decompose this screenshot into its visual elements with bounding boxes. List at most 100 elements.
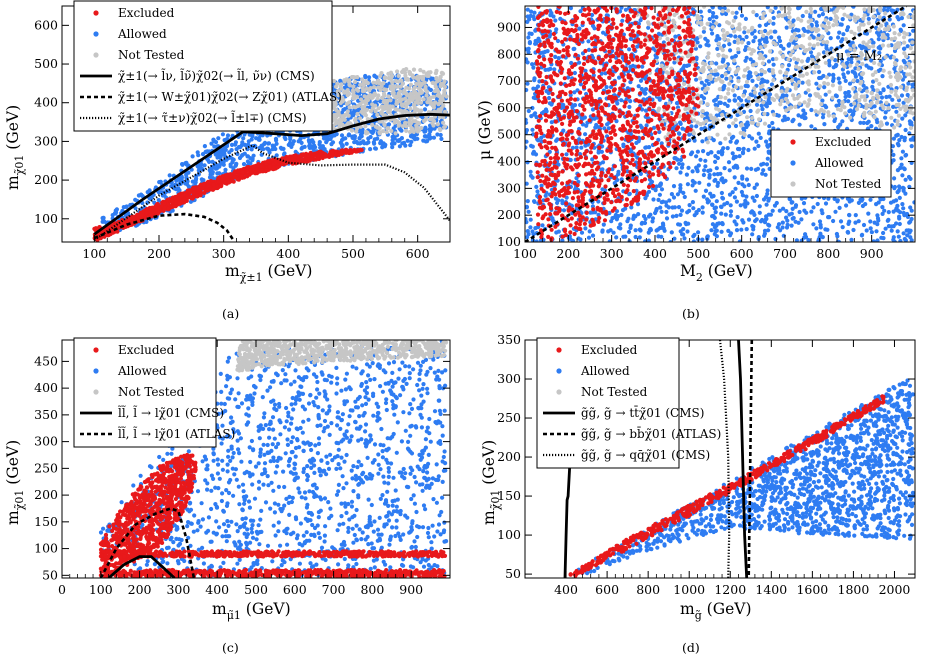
excluded-points-a-point bbox=[239, 174, 244, 179]
allowed-points-b-point bbox=[880, 74, 885, 79]
not-tested-points-a-point bbox=[340, 95, 345, 100]
not-tested-points-a-point bbox=[334, 97, 339, 102]
allowed-points-b-point bbox=[713, 210, 718, 215]
allowed-points-a-point bbox=[179, 175, 184, 180]
not-tested-points-a-point bbox=[333, 102, 338, 107]
not-tested-points-a-point bbox=[420, 81, 425, 87]
x-tick-label-a: 400 bbox=[276, 246, 300, 261]
allowed-points-a-point bbox=[221, 160, 226, 165]
allowed-points-b-point bbox=[746, 41, 751, 46]
not-tested-points-a-point bbox=[388, 98, 393, 103]
allowed-points-b-point bbox=[742, 30, 747, 35]
allowed-points-b-point bbox=[892, 176, 897, 181]
allowed-points-a-point bbox=[427, 132, 432, 137]
excluded-points-a-point bbox=[166, 206, 171, 211]
allowed-points-a-point bbox=[372, 137, 377, 142]
allowed-points-b-point bbox=[671, 195, 677, 200]
not-tested-points-a-point bbox=[395, 69, 400, 74]
allowed-points-b-point bbox=[809, 209, 814, 214]
allowed-points-b-point bbox=[676, 205, 682, 210]
excluded-points-a-point bbox=[331, 152, 336, 158]
allowed-points-a-point bbox=[240, 140, 245, 145]
not-tested-points-a-point bbox=[371, 80, 376, 85]
allowed-points-b-point bbox=[663, 200, 669, 205]
allowed-points-b-point bbox=[579, 145, 584, 150]
allowed-points-b-point bbox=[534, 41, 539, 46]
allowed-points-b-point bbox=[732, 93, 737, 98]
allowed-points-a-point bbox=[360, 130, 365, 135]
not-tested-points-a-point bbox=[418, 89, 424, 94]
allowed-points-b-point bbox=[691, 239, 696, 242]
allowed-points-a-point bbox=[367, 75, 372, 80]
allowed-points-b-point bbox=[750, 195, 755, 200]
allowed-points-a-point bbox=[364, 141, 369, 146]
allowed-points-b-point bbox=[875, 213, 880, 218]
allowed-points-b-point bbox=[749, 166, 754, 171]
allowed-points-a-point bbox=[233, 140, 238, 145]
allowed-points-b-point bbox=[789, 200, 794, 205]
allowed-points-b-point bbox=[710, 14, 716, 19]
allowed-points-b-point bbox=[685, 229, 690, 234]
y-tick-label-a: 600 bbox=[34, 17, 58, 32]
allowed-points-b-point bbox=[800, 13, 805, 19]
allowed-points-a-point bbox=[424, 134, 429, 139]
allowed-points-a-point bbox=[188, 199, 193, 204]
not-tested-points-a-point bbox=[384, 100, 389, 106]
allowed-points-b-point bbox=[687, 208, 692, 213]
allowed-points-b-point bbox=[657, 192, 663, 197]
allowed-points-b-point bbox=[803, 90, 808, 95]
not-tested-points-a-point bbox=[424, 93, 429, 98]
allowed-points-b-point bbox=[898, 165, 903, 171]
allowed-points-a-point bbox=[234, 147, 239, 152]
allowed-points-a-point bbox=[266, 141, 271, 146]
allowed-points-b-point bbox=[744, 166, 750, 171]
allowed-points-a-point bbox=[282, 151, 287, 156]
allowed-points-b-point bbox=[658, 205, 663, 210]
allowed-points-b-point bbox=[531, 95, 536, 100]
allowed-points-b-point bbox=[678, 186, 683, 191]
allowed-points-b-point bbox=[780, 225, 785, 230]
excluded-points-a-point bbox=[153, 209, 158, 214]
allowed-points-b-point bbox=[817, 13, 822, 18]
allowed-points-b-point bbox=[763, 195, 769, 200]
allowed-points-b-point bbox=[814, 226, 819, 231]
allowed-points-b-point bbox=[892, 66, 897, 71]
allowed-points-b-point bbox=[884, 94, 889, 100]
allowed-points-b-point bbox=[614, 235, 619, 240]
excluded-points-a-point bbox=[147, 213, 152, 219]
allowed-points-a-point bbox=[389, 141, 395, 146]
not-tested-points-a-point bbox=[424, 72, 429, 77]
allowed-points-b-point bbox=[902, 46, 907, 51]
allowed-points-a-point bbox=[372, 73, 377, 78]
legend-box bbox=[73, 0, 333, 132]
allowed-points-b-point bbox=[897, 138, 902, 143]
not-tested-points-a-point bbox=[438, 74, 443, 79]
excluded-points-a-point bbox=[259, 164, 264, 169]
excluded-points-a-point bbox=[165, 197, 170, 202]
allowed-points-b-point bbox=[690, 169, 695, 174]
allowed-points-b-point bbox=[837, 80, 842, 85]
excluded-points-a-point bbox=[172, 204, 177, 209]
allowed-points-b-point bbox=[831, 78, 836, 83]
allowed-points-b-point bbox=[754, 13, 759, 18]
allowed-points-b-point bbox=[705, 39, 710, 44]
not-tested-points-a-point bbox=[408, 82, 413, 87]
allowed-points-b-point bbox=[712, 172, 717, 177]
allowed-points-a-point bbox=[439, 136, 444, 141]
not-tested-points-a-point bbox=[354, 87, 359, 92]
not-tested-points-a-point bbox=[401, 68, 406, 73]
allowed-points-b-point bbox=[527, 41, 533, 46]
allowed-points-b-point bbox=[714, 61, 719, 66]
allowed-points-b-point bbox=[607, 239, 612, 242]
allowed-points-b-point bbox=[723, 178, 728, 183]
allowed-points-b-point bbox=[657, 129, 662, 135]
allowed-points-b-point bbox=[670, 214, 676, 219]
allowed-points-b-point bbox=[525, 87, 529, 93]
x-tick-label-a: 200 bbox=[147, 246, 171, 261]
not-tested-points-a-point bbox=[390, 91, 395, 96]
allowed-points-b-point bbox=[694, 124, 699, 129]
not-tested-points-a-point bbox=[375, 112, 380, 117]
allowed-points-a-point bbox=[296, 139, 301, 144]
allowed-points-b-point bbox=[668, 239, 673, 242]
